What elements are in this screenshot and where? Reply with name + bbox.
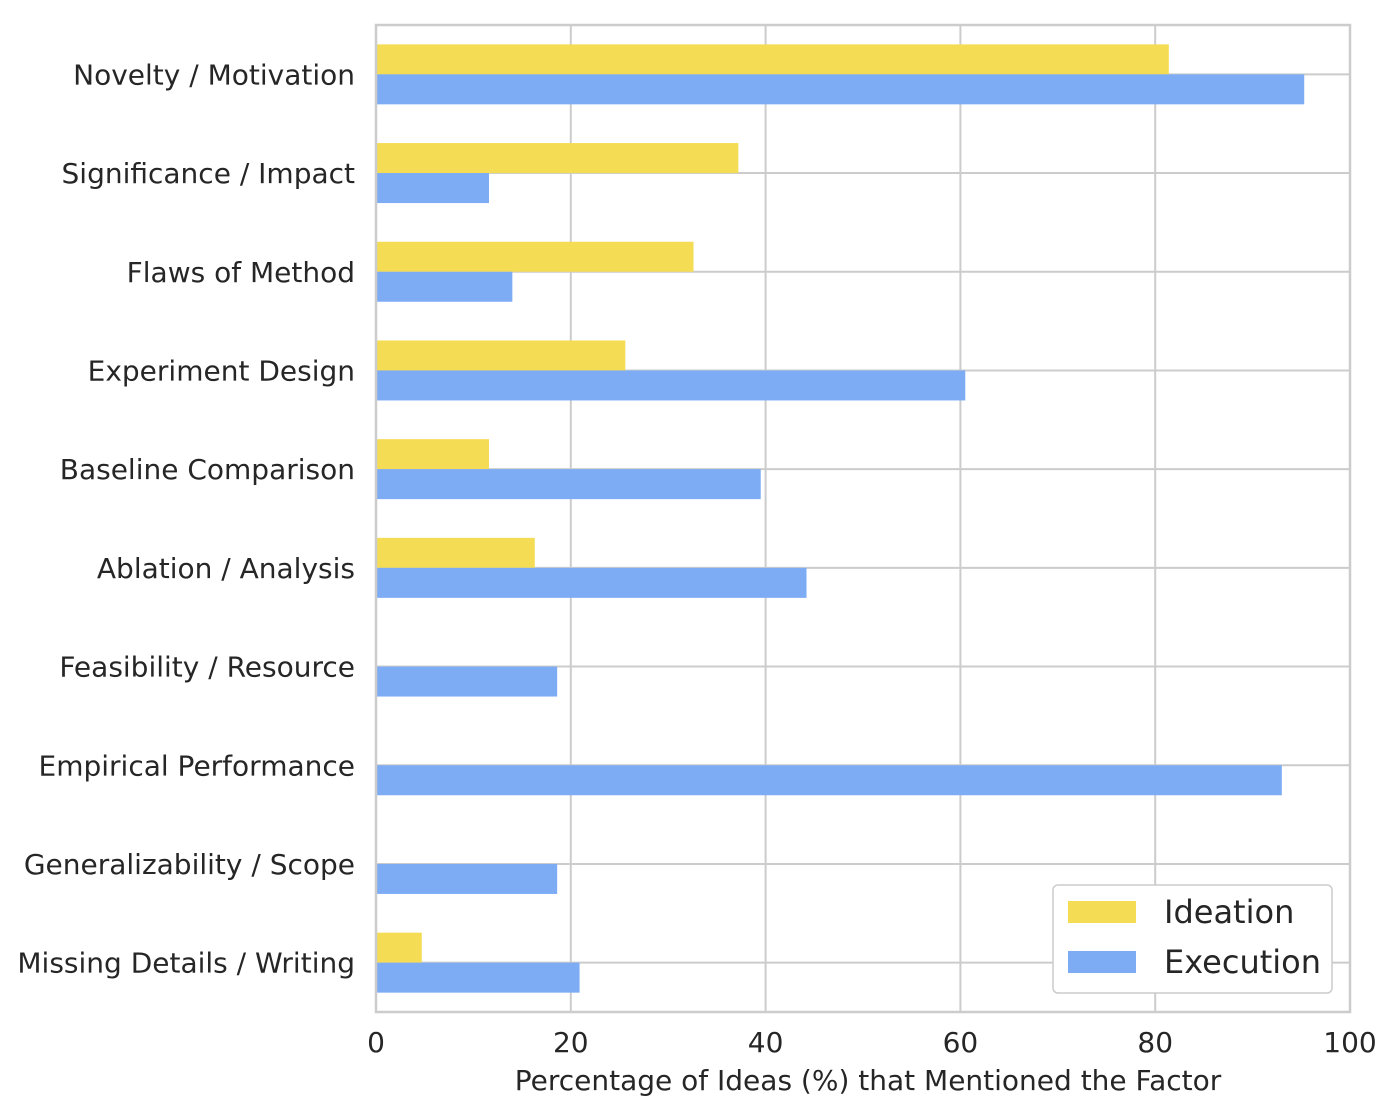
bar-execution-novelty-motivation bbox=[376, 74, 1305, 105]
legend: Ideation Execution bbox=[1052, 884, 1333, 994]
category-labels: Novelty / Motivation Significance / Impac… bbox=[17, 58, 355, 979]
bar-ideation-missing-details-writing bbox=[376, 932, 422, 963]
category-label-empirical-performance: Empirical Performance bbox=[39, 749, 355, 782]
bar-ideation-experiment-design bbox=[376, 340, 626, 371]
x-tick-label: 40 bbox=[748, 1026, 784, 1059]
x-tick-label: 60 bbox=[943, 1026, 979, 1059]
bars bbox=[376, 44, 1305, 993]
x-tick-label: 0 bbox=[367, 1026, 385, 1059]
bar-execution-generalizability-scope bbox=[376, 863, 558, 894]
bar-execution-ablation-analysis bbox=[376, 567, 807, 598]
category-label-feasibility-resource: Feasibility / Resource bbox=[59, 651, 355, 684]
x-tick-label: 20 bbox=[553, 1026, 589, 1059]
bar-execution-significance-impact bbox=[376, 173, 489, 204]
bar-execution-feasibility-resource bbox=[376, 666, 558, 697]
bar-ideation-ablation-analysis bbox=[376, 537, 535, 568]
legend-label-execution: Execution bbox=[1164, 943, 1321, 981]
bar-execution-missing-details-writing bbox=[376, 962, 580, 993]
category-label-generalizability-scope: Generalizability / Scope bbox=[24, 848, 355, 881]
legend-swatch-execution bbox=[1068, 951, 1136, 973]
category-label-novelty-motivation: Novelty / Motivation bbox=[73, 58, 355, 91]
bar-execution-flaws-of-method bbox=[376, 271, 513, 302]
category-label-experiment-design: Experiment Design bbox=[88, 354, 355, 387]
x-tick-label: 80 bbox=[1137, 1026, 1173, 1059]
x-axis-title: Percentage of Ideas (%) that Mentioned t… bbox=[515, 1064, 1222, 1097]
bar-ideation-significance-impact bbox=[376, 143, 739, 174]
bar-execution-empirical-performance bbox=[376, 765, 1282, 796]
legend-swatch-ideation bbox=[1068, 901, 1136, 923]
x-tick-label: 100 bbox=[1323, 1026, 1376, 1059]
plot-area-frame bbox=[374, 23, 1352, 1014]
category-label-missing-details-writing: Missing Details / Writing bbox=[17, 947, 355, 980]
bar-ideation-flaws-of-method bbox=[376, 241, 694, 272]
category-label-baseline-comparison: Baseline Comparison bbox=[60, 453, 355, 486]
bar-ideation-novelty-motivation bbox=[376, 44, 1169, 75]
bar-execution-experiment-design bbox=[376, 370, 966, 401]
category-label-significance-impact: Significance / Impact bbox=[62, 157, 356, 190]
legend-label-ideation: Ideation bbox=[1164, 893, 1294, 931]
bar-ideation-baseline-comparison bbox=[376, 439, 489, 470]
category-label-ablation-analysis: Ablation / Analysis bbox=[97, 552, 355, 585]
category-label-flaws-of-method: Flaws of Method bbox=[127, 256, 355, 289]
bar-execution-baseline-comparison bbox=[376, 469, 761, 500]
x-tick-labels: 0 20 40 60 80 100 bbox=[367, 1026, 1377, 1059]
